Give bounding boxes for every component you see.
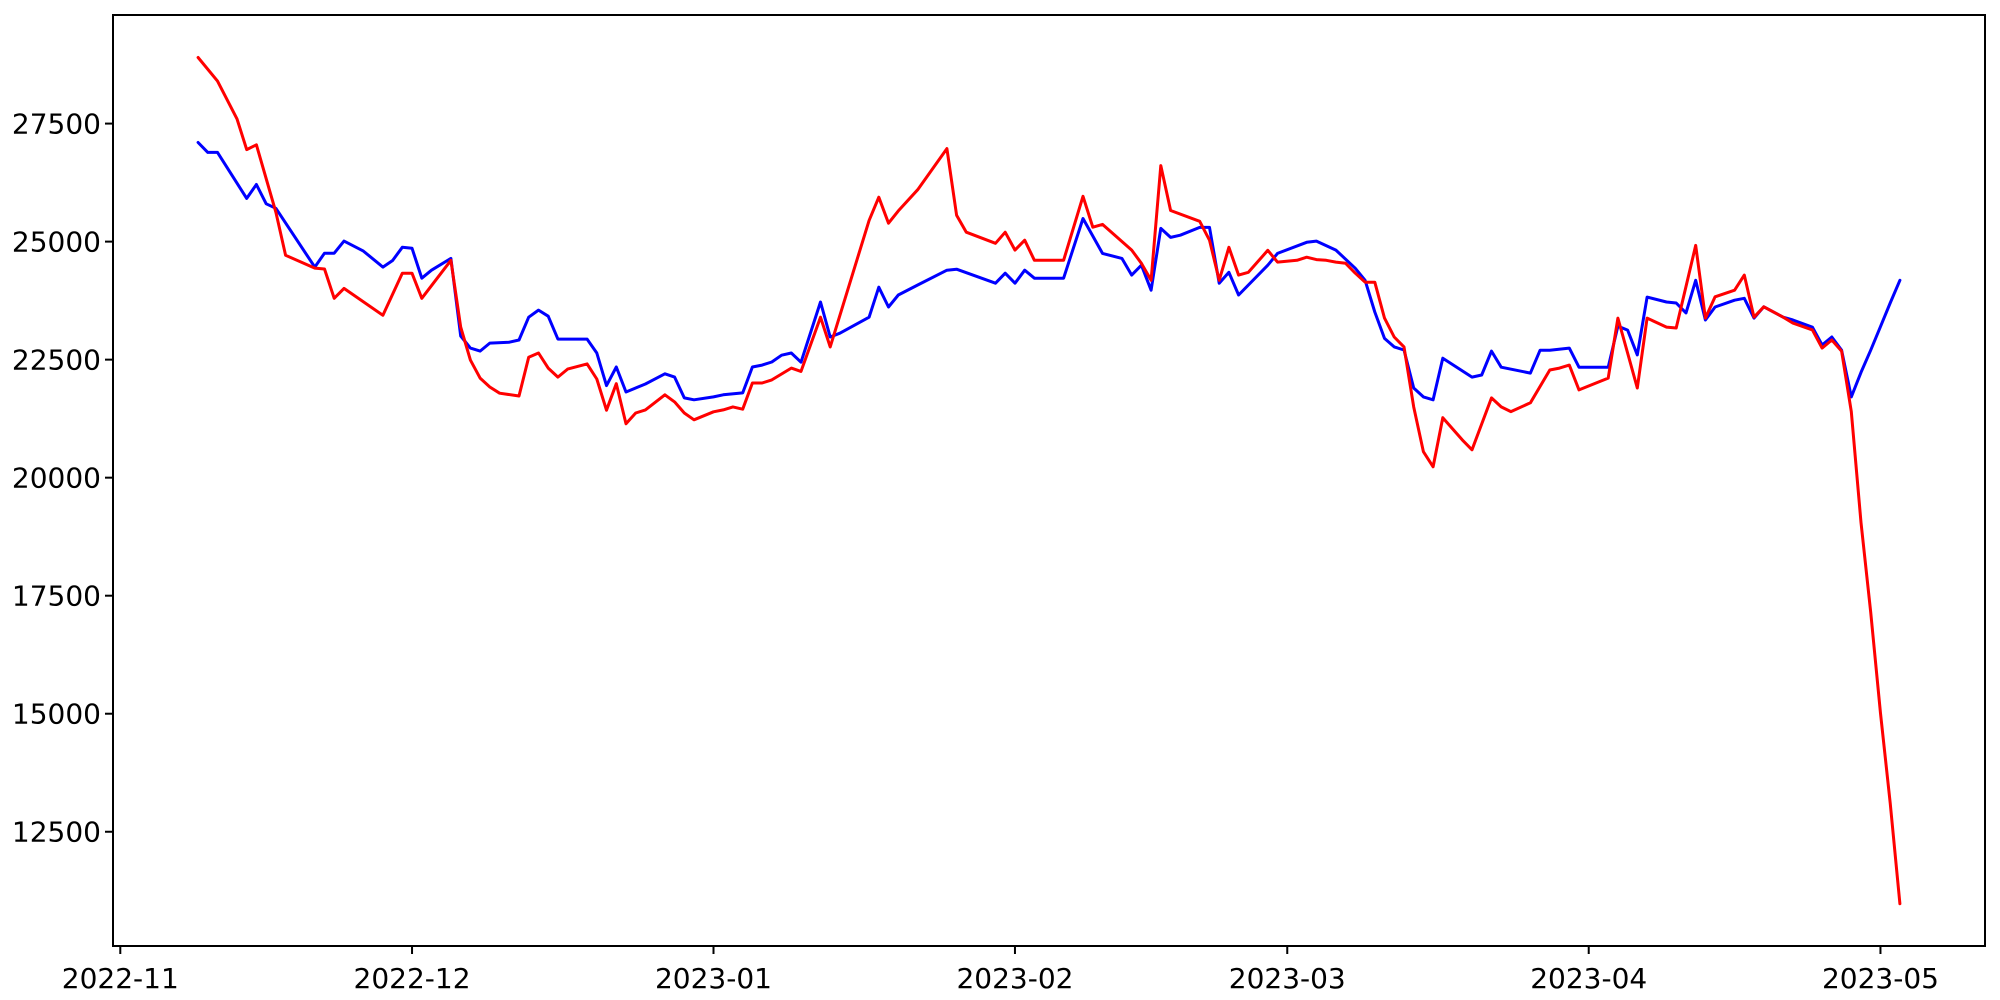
y-tick-label: 25000 xyxy=(12,226,101,259)
plot-border xyxy=(112,14,1986,947)
x-tick-label: 2023-02 xyxy=(956,962,1073,995)
x-tick-label: 2023-03 xyxy=(1229,962,1346,995)
x-tick-label: 2023-04 xyxy=(1530,962,1647,995)
x-tick-label: 2023-01 xyxy=(655,962,772,995)
x-axis: 2022-11 2022-12 2023-01 2023-02 2023-03 2023-… xyxy=(62,946,1939,995)
y-tick-label: 27500 xyxy=(12,108,101,141)
y-axis: 12500 15000 17500 20000 22500 25000 27500 xyxy=(12,108,113,849)
x-tick-label: 2023-05 xyxy=(1822,962,1939,995)
y-tick-label: 12500 xyxy=(12,816,101,849)
y-tick-label: 17500 xyxy=(12,580,101,613)
red-line xyxy=(196,56,1902,906)
y-tick-label: 22500 xyxy=(12,344,101,377)
blue-line xyxy=(196,141,1902,402)
x-tick-label: 2022-12 xyxy=(354,962,471,995)
x-tick-label: 2022-11 xyxy=(62,962,179,995)
y-tick-label: 20000 xyxy=(12,462,101,495)
y-tick-label: 15000 xyxy=(12,698,101,731)
